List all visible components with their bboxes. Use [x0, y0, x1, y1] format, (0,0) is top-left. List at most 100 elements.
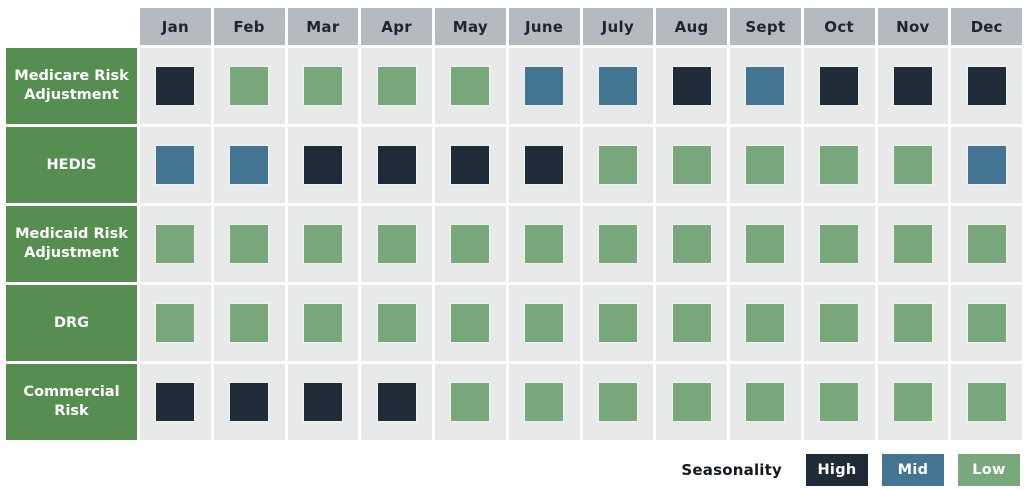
- seasonality-square-low: [672, 146, 711, 184]
- heatmap-cell: [287, 206, 359, 282]
- seasonality-square-low: [598, 383, 637, 421]
- heatmap-cell: [213, 127, 285, 203]
- seasonality-square-low: [377, 67, 416, 105]
- heatmap-cell: [656, 48, 727, 124]
- month-header-jan: Jan: [140, 8, 211, 45]
- row-label: DRG: [6, 285, 137, 361]
- heatmap-cell: [730, 285, 801, 361]
- corner-cell: [6, 8, 137, 45]
- seasonality-square-high: [672, 67, 711, 105]
- heatmap-cell: [803, 127, 875, 203]
- heatmap-cell: [361, 364, 432, 440]
- seasonality-square-low: [746, 304, 785, 342]
- heatmap-cell: [508, 127, 580, 203]
- heatmap-cell: [803, 285, 875, 361]
- seasonality-square-mid: [156, 146, 195, 184]
- heatmap-cell: [582, 48, 654, 124]
- heatmap-cell: [877, 364, 949, 440]
- seasonality-square-low: [525, 304, 564, 342]
- seasonality-legend: Seasonality High Mid Low: [6, 454, 1022, 486]
- heatmap-cell: [951, 48, 1022, 124]
- seasonality-square-high: [377, 383, 416, 421]
- heatmap-cell: [803, 48, 875, 124]
- heatmap-cell: [435, 206, 506, 282]
- seasonality-square-low: [230, 304, 269, 342]
- seasonality-square-low: [893, 304, 932, 342]
- month-header-feb: Feb: [213, 8, 285, 45]
- seasonality-square-low: [451, 67, 490, 105]
- heatmap-cell: [877, 48, 949, 124]
- heatmap-cell: [435, 285, 506, 361]
- heatmap-cell: [361, 285, 432, 361]
- seasonality-square-low: [598, 146, 637, 184]
- heatmap-cell: [435, 127, 506, 203]
- seasonality-square-high: [230, 383, 269, 421]
- heatmap-cell: [730, 364, 801, 440]
- heatmap-cell: [361, 48, 432, 124]
- heatmap-cell: [582, 285, 654, 361]
- heatmap-cell: [656, 127, 727, 203]
- legend-title: Seasonality: [681, 461, 782, 479]
- row-label: Medicare Risk Adjustment: [6, 48, 137, 124]
- seasonality-square-high: [893, 67, 932, 105]
- seasonality-square-low: [303, 225, 342, 263]
- seasonality-square-low: [893, 146, 932, 184]
- heatmap-cell: [435, 48, 506, 124]
- seasonality-square-low: [672, 225, 711, 263]
- seasonality-square-low: [672, 304, 711, 342]
- seasonality-square-low: [820, 225, 859, 263]
- heatmap-cell: [508, 48, 580, 124]
- heatmap-cell: [877, 206, 949, 282]
- heatmap-cell: [213, 364, 285, 440]
- heatmap-cell: [435, 364, 506, 440]
- month-header-sept: Sept: [730, 8, 801, 45]
- seasonality-square-low: [967, 383, 1006, 421]
- heatmap-cell: [287, 364, 359, 440]
- heatmap-cell: [582, 206, 654, 282]
- seasonality-square-low: [746, 225, 785, 263]
- seasonality-square-mid: [525, 67, 564, 105]
- heatmap-cell: [730, 206, 801, 282]
- month-header-june: June: [508, 8, 580, 45]
- seasonality-square-low: [451, 304, 490, 342]
- seasonality-square-high: [967, 67, 1006, 105]
- seasonality-square-high: [156, 383, 195, 421]
- seasonality-square-low: [377, 225, 416, 263]
- heatmap-cell: [140, 127, 211, 203]
- month-header-may: May: [435, 8, 506, 45]
- heatmap-cell: [951, 127, 1022, 203]
- seasonality-square-low: [598, 304, 637, 342]
- heatmap-cell: [213, 48, 285, 124]
- heatmap-cell: [287, 127, 359, 203]
- seasonality-square-low: [525, 383, 564, 421]
- heatmap-cell: [140, 48, 211, 124]
- heatmap-cell: [656, 285, 727, 361]
- heatmap-cell: [951, 206, 1022, 282]
- month-header-oct: Oct: [803, 8, 875, 45]
- seasonality-square-low: [820, 304, 859, 342]
- row-label: Commercial Risk: [6, 364, 137, 440]
- seasonality-square-mid: [967, 146, 1006, 184]
- seasonality-square-low: [377, 304, 416, 342]
- seasonality-square-high: [525, 146, 564, 184]
- seasonality-square-mid: [746, 67, 785, 105]
- heatmap-cell: [140, 364, 211, 440]
- seasonality-square-low: [156, 225, 195, 263]
- heatmap-cell: [730, 127, 801, 203]
- seasonality-square-low: [230, 225, 269, 263]
- seasonality-square-low: [303, 304, 342, 342]
- row-label: HEDIS: [6, 127, 137, 203]
- seasonality-square-low: [451, 225, 490, 263]
- seasonality-square-low: [303, 67, 342, 105]
- seasonality-square-high: [451, 146, 490, 184]
- heatmap-cell: [951, 285, 1022, 361]
- heatmap-cell: [582, 127, 654, 203]
- heatmap-cell: [803, 364, 875, 440]
- seasonality-square-low: [820, 146, 859, 184]
- seasonality-square-low: [893, 225, 932, 263]
- heatmap-cell: [656, 206, 727, 282]
- seasonality-square-low: [893, 383, 932, 421]
- heatmap-cell: [951, 364, 1022, 440]
- heatmap-cell: [287, 48, 359, 124]
